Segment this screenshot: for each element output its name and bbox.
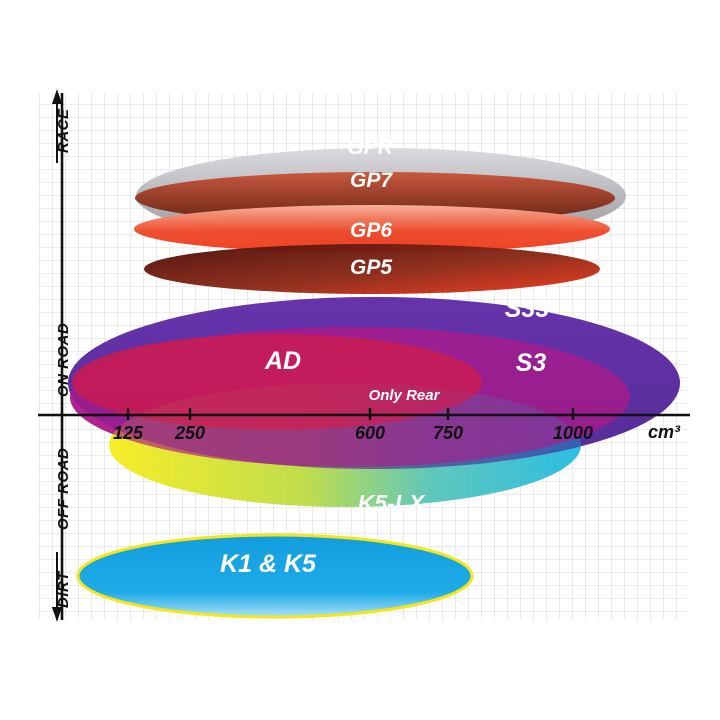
series-overlap-ad — [72, 334, 482, 430]
x-tick-label-250: 250 — [174, 423, 205, 443]
x-tick-label-1000: 1000 — [553, 423, 593, 443]
annotation-only-rear: Only Rear — [369, 387, 441, 404]
series-ellipse-gp5[interactable] — [144, 244, 600, 294]
series-label-k1-k5: K1 & K5 — [220, 550, 317, 578]
band-label-off-road: OFF ROAD — [55, 447, 72, 530]
series-label-ad: AD — [264, 347, 301, 375]
series-label-gpr: GPR — [347, 136, 393, 159]
series-ellipse-gp6[interactable] — [134, 205, 610, 253]
series-labels: GPR GP7 GP6 GP5 S33 S3 AD K5-LX K1 & K5 — [220, 136, 549, 578]
chart-annotations: Only Rear — [369, 387, 441, 404]
band-label-on-road: ON ROAD — [55, 322, 72, 397]
series-label-gp6: GP6 — [350, 219, 392, 242]
series-label-k5-lx: K5-LX — [358, 490, 426, 516]
x-tick-label-750: 750 — [433, 423, 463, 443]
x-axis-ticks — [126, 408, 575, 420]
x-axis-tick-labels: 125 250 600 750 1000 — [113, 423, 593, 443]
series-label-s3: S3 — [516, 349, 547, 377]
x-tick-label-125: 125 — [113, 423, 144, 443]
series-label-s33: S33 — [505, 295, 550, 323]
band-label-dirt: DIRT — [55, 571, 72, 608]
band-label-race: RACE — [55, 108, 72, 153]
x-axis-unit-label: cm³ — [648, 422, 681, 442]
dirt-arrow-down — [52, 552, 62, 622]
series-label-gp7: GP7 — [350, 169, 393, 192]
series-ellipse-k1-k5[interactable] — [76, 533, 474, 619]
x-tick-label-600: 600 — [355, 423, 385, 443]
race-arrow-up — [52, 89, 62, 163]
series-label-gp5: GP5 — [350, 256, 392, 279]
